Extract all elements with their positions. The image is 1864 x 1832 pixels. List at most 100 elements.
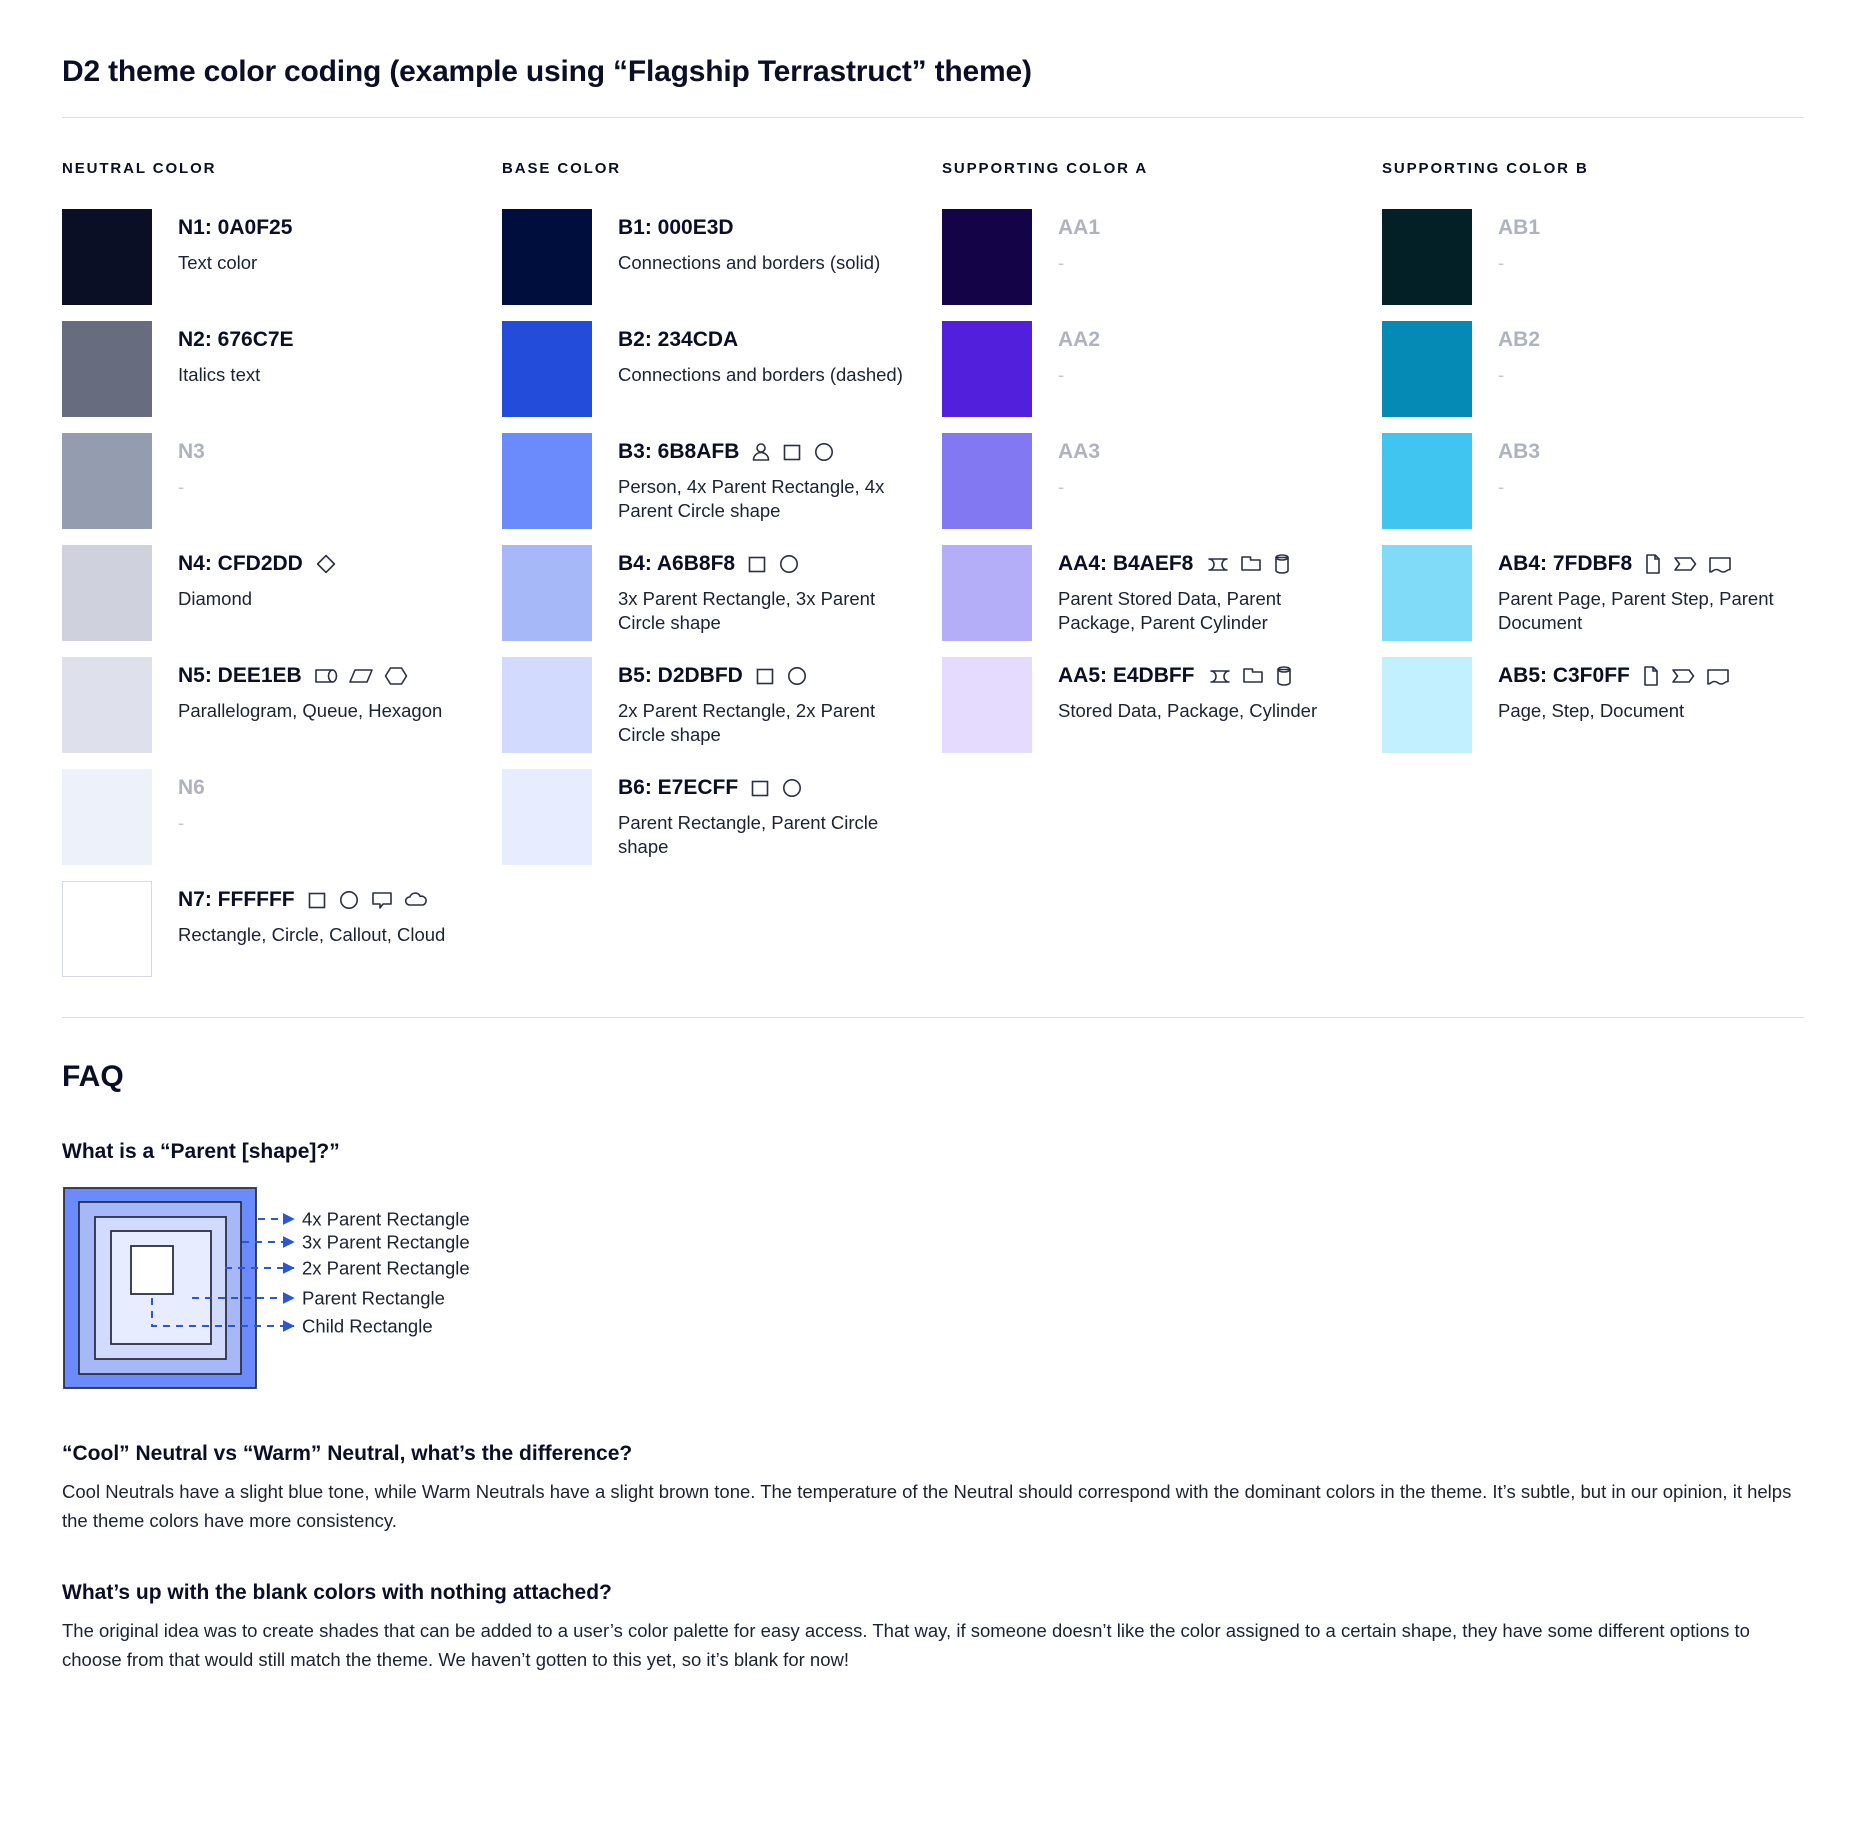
color-usage-description: Parent Page, Parent Step, Parent Documen… [1498,588,1774,634]
color-usage-description: Diamond [178,588,253,609]
rectangle-icon [306,889,328,911]
color-row-title-line: AA4: B4AEF8 [1058,551,1358,577]
color-row-title-line: AA1 [1058,215,1100,241]
shape-icon-group [314,552,338,576]
color-usage-description: Page, Step, Document [1498,700,1685,721]
circle-icon [785,664,809,688]
color-row-body: N3 - [178,433,205,499]
color-swatch[interactable] [942,545,1032,641]
color-row-title-line: AB5: C3F0FF [1498,663,1731,689]
color-row: N3 - [62,433,502,531]
color-swatch[interactable] [502,321,592,417]
color-code-label: B5: D2DBFD [618,664,743,687]
color-usage-description: 2x Parent Rectangle, 2x Parent Circle sh… [618,700,876,746]
color-swatch[interactable] [942,209,1032,305]
document-icon [1707,553,1733,575]
color-row: AB2 - [1382,321,1802,419]
color-swatch[interactable] [1382,321,1472,417]
color-row-body: B4: A6B8F8 3x Parent Rectangle, 3x Parent… [618,545,918,636]
color-row-title-line: B2: 234CDA [618,327,903,353]
color-swatch[interactable] [62,433,152,529]
color-row: B3: 6B8AFB Person, 4x Parent Rectangle, 4… [502,433,942,531]
shape-icon-group [754,664,809,688]
diagram-label-2: 3x Parent Rectangle [302,1232,470,1253]
rectangle-icon [746,553,768,575]
color-usage-description: Rectangle, Circle, Callout, Cloud [178,924,446,945]
color-code-label: B6: E7ECFF [618,776,739,799]
color-swatch[interactable] [62,769,152,865]
stored-data-icon [1206,665,1232,687]
color-swatch[interactable] [502,545,592,641]
faq-question-3: What’s up with the blank colors with not… [62,1581,612,1605]
color-code-label: AB1 [1498,216,1541,239]
color-swatch[interactable] [502,433,592,529]
color-swatch[interactable] [62,657,152,753]
color-code-label: AA5: E4DBFF [1058,664,1195,687]
color-swatch[interactable] [1382,545,1472,641]
color-swatch[interactable] [1382,657,1472,753]
shape-icon-group [746,552,801,576]
color-row-title-line: B5: D2DBFD [618,663,918,689]
color-row: N5: DEE1EB Parallelogram, Queue, Hexagon [62,657,502,755]
circle-icon [812,440,836,464]
color-swatch[interactable] [62,321,152,417]
color-row: B4: A6B8F8 3x Parent Rectangle, 3x Parent… [502,545,942,643]
color-row-title-line: N6 [178,775,205,801]
color-code-label: B2: 234CDA [618,328,739,351]
color-code-label: N7: FFFFFF [178,888,295,911]
color-row-body: N4: CFD2DD Diamond [178,545,338,611]
shape-icon-group [1206,664,1294,688]
color-swatch[interactable] [942,433,1032,529]
diagram-label-3: 2x Parent Rectangle [302,1258,470,1279]
color-row-body: AA5: E4DBFF Stored Data, Package, Cylinde… [1058,657,1317,723]
title-divider [62,117,1804,118]
shape-icon-group [749,776,804,800]
color-row-body: B2: 234CDA Connections and borders (dashe… [618,321,903,387]
color-code-label: N3 [178,440,205,463]
color-usage-description: Person, 4x Parent Rectangle, 4x Parent C… [618,476,885,522]
shape-icon-group [306,888,429,912]
color-swatch[interactable] [1382,209,1472,305]
color-swatch[interactable] [62,545,152,641]
color-code-label: N2: 676C7E [178,328,294,351]
shape-icon-group [1204,552,1292,576]
color-code-label: AA1 [1058,216,1101,239]
color-row-body: AB1 - [1498,209,1540,275]
color-row: N7: FFFFFF Rectangle, Circle, Callout, Cl… [62,881,502,979]
color-row-body: AB5: C3F0FF Page, Step, Document [1498,657,1731,723]
diagram-label-1: 4x Parent Rectangle [302,1209,470,1230]
queue-icon [313,665,339,687]
color-swatch[interactable] [62,209,152,305]
faq-answer-2: Cool Neutrals have a slight blue tone, w… [62,1481,1792,1531]
color-swatch[interactable] [942,321,1032,417]
color-row: B1: 000E3D Connections and borders (solid… [502,209,942,307]
color-row: N4: CFD2DD Diamond [62,545,502,643]
shape-icon-group [1641,664,1731,688]
page-title: D2 theme color coding (example using “Fl… [62,55,1032,88]
color-row-title-line: N1: 0A0F25 [178,215,292,241]
parent-shape-diagram: 4x Parent Rectangle 3x Parent Rectangle 2x… [62,1186,1802,1396]
color-code-label: B1: 000E3D [618,216,734,239]
color-usage-description: - [178,476,185,497]
color-row-body: N6 - [178,769,205,835]
color-swatch[interactable] [942,657,1032,753]
faq-divider [62,1017,1804,1018]
parallelogram-icon [348,665,374,687]
color-swatch[interactable] [502,769,592,865]
color-code-label: AB3 [1498,440,1541,463]
color-usage-description: Connections and borders (dashed) [618,364,903,385]
color-swatch[interactable] [1382,433,1472,529]
color-row: AB1 - [1382,209,1802,307]
color-row-body: B6: E7ECFF Parent Rectangle, Parent Circl… [618,769,918,860]
color-usage-description: Parallelogram, Queue, Hexagon [178,700,443,721]
color-row-body: AA3 - [1058,433,1100,499]
color-swatch[interactable] [502,657,592,753]
color-swatch[interactable] [502,209,592,305]
color-row-body: N2: 676C7E Italics text [178,321,294,387]
color-swatch[interactable] [62,881,152,977]
rectangle-icon [781,441,803,463]
cloud-icon [403,889,429,911]
color-column-4: SUPPORTING COLOR B AB1 - AB2 - AB3 - AB4: 7FDBF… [1382,160,1802,993]
column-heading: SUPPORTING COLOR A [942,160,1149,177]
color-row-title-line: N7: FFFFFF [178,887,445,913]
